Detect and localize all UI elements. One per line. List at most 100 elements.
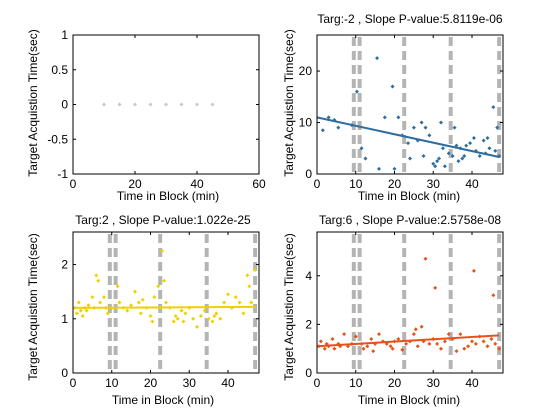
x-tick-label: 0 <box>70 177 77 191</box>
x-tick-label: 30 <box>427 376 441 390</box>
data-point <box>218 316 223 321</box>
x-axis-label: Time in Block (min) <box>117 189 219 203</box>
axes-frame <box>316 231 504 374</box>
x-axis-label: Time in Block (min) <box>112 393 214 407</box>
data-point <box>237 300 242 305</box>
y-tick-label: 1 <box>61 28 68 42</box>
data-point <box>353 334 358 339</box>
data-point <box>171 319 176 324</box>
x-axis-label: Time in Block (min) <box>358 393 460 407</box>
subplot-bottom-left: 0 10 20 30 40 0 1 2 Targ:2 , Slope P-value:1.02… <box>26 213 260 407</box>
data-point <box>396 115 401 120</box>
data-point <box>330 336 335 341</box>
data-point <box>76 300 81 305</box>
data-point <box>437 156 442 161</box>
axes-frame <box>72 231 260 374</box>
data-point <box>179 102 184 107</box>
data-point <box>460 156 465 161</box>
data-point <box>375 56 380 61</box>
data-point <box>162 278 167 283</box>
data-point <box>253 267 258 272</box>
data-point <box>133 102 137 107</box>
x-axis-label: Time in Block (min) <box>358 189 460 203</box>
data-point <box>446 151 451 156</box>
y-tick-label: 4 <box>305 269 312 283</box>
data-point <box>491 105 496 110</box>
subplot-top-left: 0 20 40 60 -1 -0.5 0 0.5 1 Time in Block (min) T… <box>26 28 266 203</box>
data-point <box>491 293 496 298</box>
x-tick-label: 40 <box>190 177 204 191</box>
data-point <box>495 125 500 130</box>
data-point <box>392 166 397 171</box>
data-point <box>136 300 141 305</box>
data-point <box>493 148 498 153</box>
data-point <box>117 102 122 107</box>
x-tick-label: 40 <box>465 177 479 191</box>
data-point <box>431 161 436 166</box>
data-point <box>458 332 463 337</box>
data-point <box>471 135 476 140</box>
data-point <box>481 138 486 143</box>
x-tick-label: 20 <box>388 376 402 390</box>
data-point <box>427 133 432 138</box>
data-point <box>411 332 416 337</box>
x-tick-label: 30 <box>183 376 197 390</box>
data-point <box>400 347 405 352</box>
data-point <box>404 341 409 346</box>
data-point <box>318 339 323 344</box>
data-point <box>336 125 341 130</box>
data-point <box>456 159 461 164</box>
data-point <box>102 295 106 300</box>
y-tick-label: 1 <box>61 312 68 326</box>
data-point <box>181 319 186 324</box>
data-point <box>90 295 95 300</box>
data-point <box>150 319 155 324</box>
data-point <box>433 285 438 290</box>
data-point <box>140 297 145 302</box>
fit-line <box>316 116 500 158</box>
data-point <box>226 292 230 297</box>
data-point <box>365 344 370 349</box>
fit-line <box>316 334 500 348</box>
data-point <box>470 339 474 344</box>
x-tick-label: 10 <box>349 376 363 390</box>
x-tick-label: 0 <box>70 376 77 390</box>
data-point <box>427 341 432 346</box>
data-point <box>423 125 428 130</box>
x-tick-label: 0 <box>314 376 321 390</box>
data-point <box>489 336 494 341</box>
data-point <box>464 143 469 148</box>
data-point <box>487 146 492 151</box>
data-point <box>354 89 359 94</box>
data-point <box>462 153 467 158</box>
plot-area: 0 10 20 30 40 0 2 4 <box>305 231 504 390</box>
data-point <box>408 156 412 161</box>
data-point <box>369 336 374 341</box>
data-point <box>241 311 246 316</box>
data-point <box>363 156 368 161</box>
data-point <box>148 102 153 107</box>
data-point <box>423 256 428 261</box>
fit-line <box>72 305 256 309</box>
data-point <box>485 135 490 140</box>
y-tick-label: 0 <box>305 366 312 380</box>
data-point <box>117 300 122 305</box>
x-tick-label: 20 <box>144 376 158 390</box>
x-tick-label: 0 <box>314 177 321 191</box>
data-point <box>359 146 364 151</box>
data-point <box>377 166 381 171</box>
data-point <box>160 248 165 253</box>
data-point <box>471 268 476 273</box>
data-point <box>466 344 471 349</box>
data-point <box>442 164 447 169</box>
data-point <box>210 102 215 107</box>
data-point <box>382 115 387 120</box>
data-point <box>473 341 478 346</box>
y-axis-label: Target Acquistion Time(sec) <box>26 29 40 176</box>
data-point <box>452 125 457 130</box>
data-point <box>439 346 443 351</box>
x-tick-label: 10 <box>105 376 119 390</box>
data-point <box>212 314 217 319</box>
data-point <box>332 346 337 351</box>
